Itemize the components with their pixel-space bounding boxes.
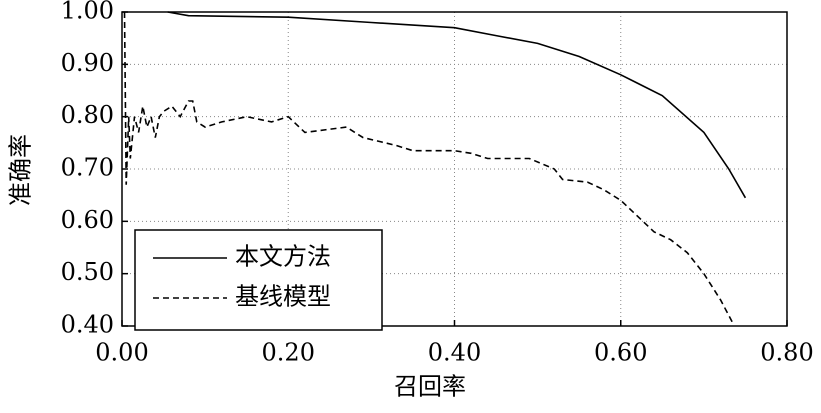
legend-label: 基线模型	[235, 283, 331, 311]
x-tick-label: 0.00	[95, 339, 148, 367]
y-tick-label: 0.70	[61, 154, 114, 182]
x-tick-label: 0.40	[428, 339, 481, 367]
x-tick-label: 0.60	[594, 339, 647, 367]
y-tick-label: 0.40	[61, 311, 114, 339]
y-tick-label: 0.80	[61, 101, 114, 129]
plot-frame	[121, 11, 788, 327]
y-tick-label: 1.00	[61, 0, 114, 25]
x-tick-label: 0.20	[262, 339, 315, 367]
x-tick-label: 0.80	[760, 339, 813, 367]
legend-label: 本文方法	[235, 243, 331, 271]
y-axis-label: 准确率	[7, 134, 35, 206]
line	[123, 11, 734, 324]
y-tick-label: 0.60	[61, 206, 114, 234]
line	[167, 11, 747, 199]
y-tick-label: 0.90	[61, 49, 114, 77]
x-axis-label: 召回率	[394, 373, 466, 401]
legend-box	[134, 229, 383, 331]
y-tick-label: 0.50	[61, 258, 114, 286]
